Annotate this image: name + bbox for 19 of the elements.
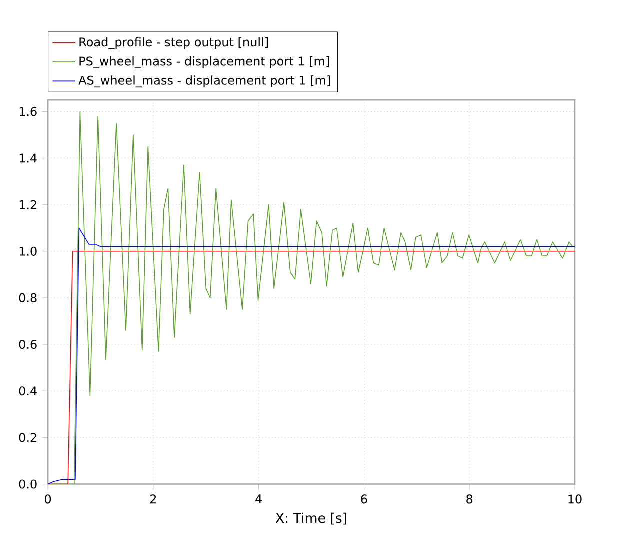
y-tick-label: 0.0 (19, 480, 37, 489)
y-tick-label: 1.2 (20, 200, 36, 210)
x-axis-title: X: Time [s] (276, 512, 346, 525)
y-tick-label: 0.6 (19, 340, 37, 349)
legend-label: Road_profile - step output [null] (80, 37, 268, 50)
y-tick-label: 1.0 (20, 246, 37, 256)
legend-label: PS_wheel_mass - displacement port 1 [m] (80, 56, 330, 68)
y-tick-label: 0.4 (19, 386, 37, 396)
y-tick-label: 1.4 (20, 154, 37, 162)
y-tick-label: 1.6 (20, 107, 37, 116)
x-tick-label: 2 (150, 494, 156, 504)
x-tick-label: 4 (256, 494, 262, 504)
x-tick-label: 6 (361, 494, 368, 504)
x-tick-label: 8 (466, 494, 473, 504)
y-tick-label: 0.2 (19, 433, 36, 442)
x-tick-label: 10 (568, 494, 582, 504)
y-tick-label: 0.8 (19, 293, 37, 302)
x-tick-label: 0 (45, 494, 52, 504)
legend-label: AS_wheel_mass - displacement port 1 [m] (78, 76, 330, 88)
